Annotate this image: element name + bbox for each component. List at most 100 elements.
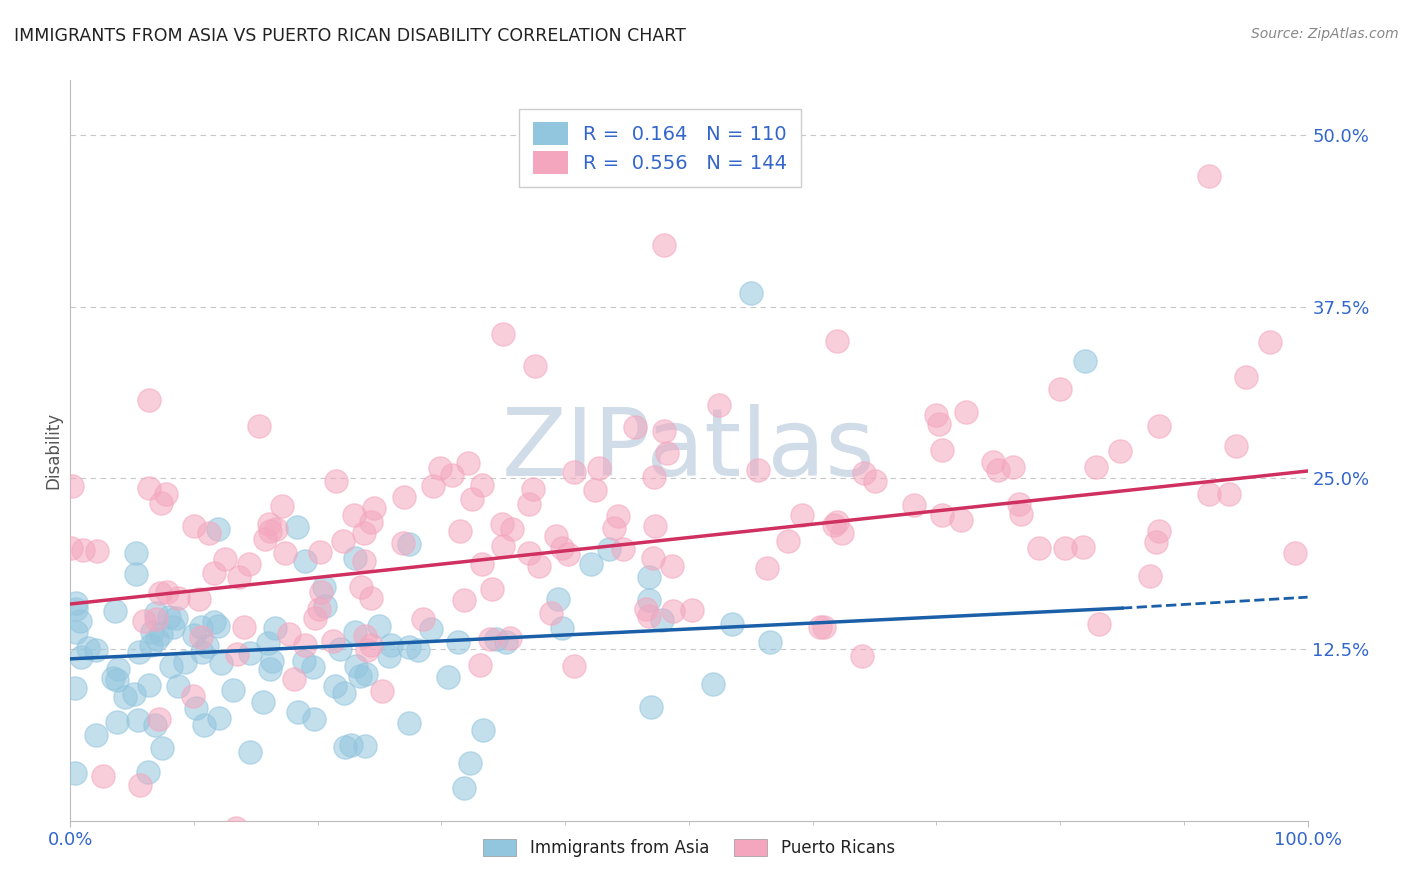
Point — [441, 467, 464, 482]
Point — [128, 644, 150, 658]
Point — [588, 461, 610, 475]
Point — [523, 359, 546, 374]
Point — [252, 695, 274, 709]
Point — [302, 712, 325, 726]
Point — [65, 596, 87, 610]
Point — [155, 487, 177, 501]
Point — [349, 669, 371, 683]
Point — [422, 478, 444, 492]
Point — [84, 642, 107, 657]
Point — [343, 508, 366, 522]
Point — [579, 558, 602, 572]
Point — [623, 420, 645, 434]
Point — [495, 635, 517, 649]
Point — [557, 547, 579, 561]
Point — [354, 629, 377, 643]
Point — [344, 551, 367, 566]
Point — [481, 582, 503, 596]
Point — [707, 398, 730, 412]
Point — [125, 566, 148, 581]
Point — [207, 710, 229, 724]
Text: Source: ZipAtlas.com: Source: ZipAtlas.com — [1251, 27, 1399, 41]
Point — [637, 570, 659, 584]
Point — [124, 687, 146, 701]
Point — [562, 658, 585, 673]
Point — [139, 639, 162, 653]
Point — [308, 601, 330, 615]
Point — [304, 611, 326, 625]
Point — [823, 518, 845, 533]
Point — [150, 626, 173, 640]
Point — [292, 654, 315, 668]
Point — [925, 408, 948, 422]
Point — [138, 481, 160, 495]
Point — [239, 745, 262, 759]
Point — [607, 508, 630, 523]
Point — [183, 628, 205, 642]
Point — [114, 690, 136, 705]
Point — [755, 561, 778, 575]
Point — [453, 593, 475, 607]
Point — [174, 656, 197, 670]
Point — [138, 678, 160, 692]
Point — [499, 631, 522, 645]
Point — [356, 642, 378, 657]
Point — [325, 474, 347, 488]
Point — [238, 557, 260, 571]
Point — [222, 683, 245, 698]
Point — [1074, 354, 1097, 368]
Point — [264, 621, 287, 635]
Point — [367, 619, 389, 633]
Point — [105, 714, 128, 729]
Point — [136, 764, 159, 779]
Point — [540, 606, 562, 620]
Point — [661, 558, 683, 573]
Point — [247, 419, 270, 434]
Point — [148, 586, 170, 600]
Point — [294, 554, 316, 568]
Point — [747, 463, 769, 477]
Point — [468, 657, 491, 672]
Point — [831, 526, 853, 541]
Point — [813, 620, 835, 634]
Point — [70, 650, 93, 665]
Point — [420, 622, 443, 636]
Point — [91, 769, 114, 783]
Point — [1028, 541, 1050, 556]
Point — [406, 642, 429, 657]
Point — [392, 536, 415, 550]
Point — [702, 677, 724, 691]
Point — [262, 654, 284, 668]
Point — [637, 593, 659, 607]
Point — [202, 566, 225, 581]
Point — [412, 612, 434, 626]
Point — [1010, 508, 1032, 522]
Point — [60, 479, 83, 493]
Point — [190, 620, 212, 634]
Point — [492, 539, 515, 553]
Point — [157, 610, 180, 624]
Point — [146, 632, 169, 647]
Point — [863, 474, 886, 488]
Point — [1198, 487, 1220, 501]
Point — [259, 524, 281, 539]
Point — [69, 614, 91, 628]
Point — [1071, 540, 1094, 554]
Point — [479, 632, 502, 647]
Point — [392, 490, 415, 504]
Point — [398, 716, 420, 731]
Point — [1054, 541, 1077, 556]
Point — [132, 614, 155, 628]
Point — [550, 621, 572, 635]
Point — [1225, 439, 1247, 453]
Point — [652, 237, 675, 252]
Point — [312, 580, 335, 594]
Point — [903, 498, 925, 512]
Point — [458, 756, 481, 770]
Point — [207, 522, 229, 536]
Point — [371, 684, 394, 698]
Point — [1260, 335, 1282, 350]
Point — [165, 611, 187, 625]
Point — [148, 712, 170, 726]
Point — [329, 641, 352, 656]
